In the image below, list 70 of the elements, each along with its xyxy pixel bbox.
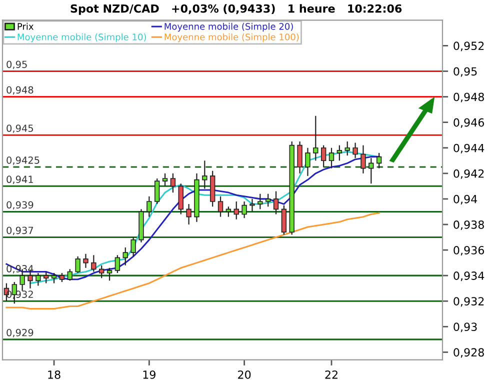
- y-tick-label: 0,938: [454, 220, 484, 230]
- candlestick: [273, 190, 279, 215]
- candlestick: [154, 178, 160, 205]
- candlestick: [320, 144, 326, 168]
- candlestick: [336, 144, 342, 162]
- y-tick-label: 0,94: [454, 194, 478, 204]
- ref-line-label: 0,948: [6, 86, 34, 95]
- y-tick-label: 0,948: [454, 92, 484, 102]
- candlestick: [44, 271, 49, 284]
- legend-label: Moyenne mobile (Simple 20): [164, 22, 293, 32]
- candlestick: [178, 183, 184, 215]
- candlestick: [36, 272, 41, 286]
- candlestick: [352, 142, 358, 159]
- y-tick-label: 0,95: [454, 67, 477, 77]
- x-tick-label: 22: [325, 370, 338, 379]
- candlestick: [202, 160, 208, 190]
- y-tick-label: 0,946: [454, 118, 484, 128]
- ref-line-label: 0,95: [6, 60, 27, 70]
- x-tick-label: 20: [238, 370, 251, 379]
- ref-line-label: 0,941: [6, 176, 33, 184]
- legend-label: Moyenne mobile (Simple 100): [164, 33, 299, 42]
- y-tick-label: 0,944: [454, 144, 484, 154]
- candlestick: [130, 236, 136, 257]
- ref-line-label: 0,929: [6, 328, 34, 338]
- line-series: [6, 212, 380, 310]
- ref-line-label: 0,945: [6, 124, 34, 133]
- candlestick: [83, 253, 88, 268]
- candlestick: [368, 158, 374, 184]
- candlestick: [122, 246, 128, 266]
- candlestick: [91, 254, 96, 272]
- ref-line-label: 0,939: [6, 201, 34, 210]
- candlestick: [328, 147, 334, 169]
- y-tick-label: 0,952: [454, 42, 484, 52]
- y-tick-label: 0,942: [454, 169, 484, 179]
- x-tick-label: 18: [48, 370, 60, 379]
- candlestick: [186, 203, 192, 226]
- y-tick-label: 0,93: [454, 322, 477, 332]
- candlestick: [281, 204, 287, 236]
- candlestick: [376, 152, 382, 169]
- candlestick: [360, 144, 366, 174]
- y-tick-label: 0,928: [454, 348, 484, 358]
- candlestick: [234, 200, 239, 220]
- candlestick: [226, 206, 232, 218]
- candlestick: [344, 140, 350, 156]
- x-tick-label: 19: [143, 370, 156, 379]
- chart-title: Spot NZD/CAD +0,03% (0,9433) 1 heure 10:22:06: [70, 4, 402, 15]
- candlestick: [51, 272, 57, 284]
- y-tick-label: 0,934: [454, 272, 484, 282]
- candlestick: [305, 147, 310, 177]
- candlestick: [106, 267, 112, 282]
- candlestick: [170, 172, 176, 194]
- y-tick-label: 0,932: [454, 297, 484, 307]
- candlestick: [258, 193, 263, 210]
- candlestick: [250, 198, 255, 212]
- y-tick-label: 0,936: [454, 246, 484, 256]
- candlestick: [265, 193, 271, 208]
- legend-label: Moyenne mobile (Simple 10): [18, 33, 146, 42]
- candlestick: [297, 140, 302, 174]
- candlestick: [146, 196, 152, 218]
- candlestick: [99, 264, 104, 279]
- legend-label: Prix: [18, 22, 34, 30]
- candlestick: [162, 172, 168, 187]
- ref-line-label: 0,937: [6, 226, 34, 236]
- candlestick: [75, 256, 80, 274]
- candlestick: [313, 115, 318, 162]
- candlestick: [114, 254, 120, 274]
- ref-line-label: 0,9425: [6, 156, 40, 165]
- candlestick: [218, 196, 224, 218]
- candlestick: [67, 268, 72, 282]
- candlestick: [242, 200, 247, 219]
